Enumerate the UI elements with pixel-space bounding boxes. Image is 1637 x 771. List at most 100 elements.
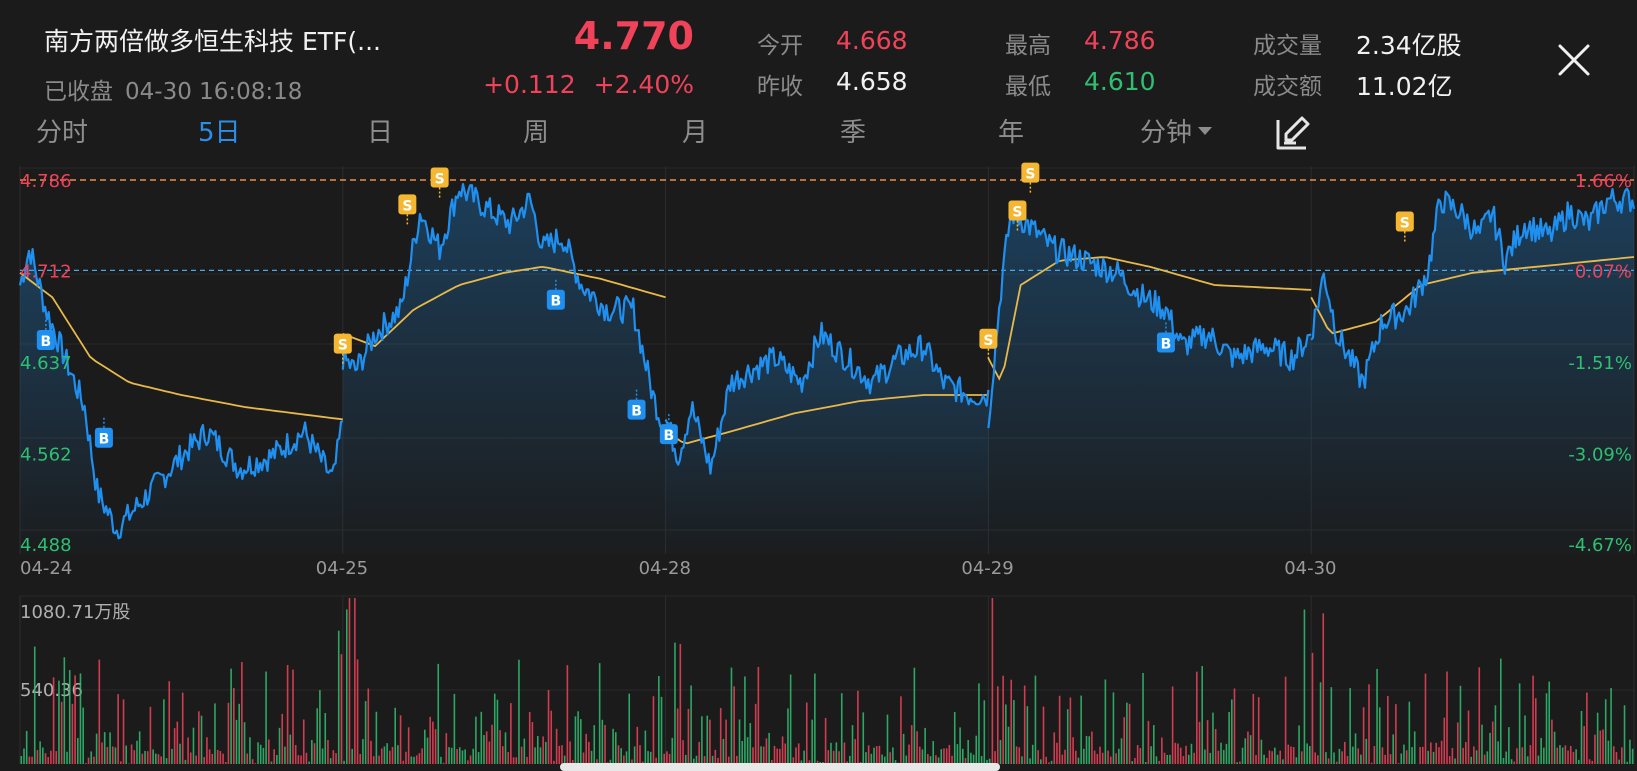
volume-bar bbox=[806, 703, 808, 764]
volume-bar bbox=[524, 739, 526, 764]
volume-bar bbox=[1164, 753, 1166, 764]
open-label: 今开 bbox=[757, 26, 803, 60]
volume-bar bbox=[80, 673, 82, 764]
draw-tool-button[interactable] bbox=[1272, 112, 1312, 154]
tab-intraday[interactable]: 分时 bbox=[36, 112, 88, 149]
volume-bar bbox=[1470, 757, 1472, 764]
tab-minute-dropdown[interactable]: 分钟 bbox=[1140, 112, 1212, 149]
volume-bar bbox=[225, 762, 227, 764]
volume-bar bbox=[1223, 750, 1225, 764]
volume-bar bbox=[1454, 759, 1456, 764]
volume-bar bbox=[1314, 752, 1316, 764]
volume-bar bbox=[55, 751, 57, 764]
volume-bar bbox=[1263, 755, 1265, 764]
volume-bar bbox=[674, 643, 676, 764]
volume-bar bbox=[1605, 699, 1607, 764]
volume-bar bbox=[499, 730, 501, 764]
volume-bar bbox=[1478, 667, 1480, 764]
volume-bar bbox=[747, 737, 749, 764]
volume-bar bbox=[220, 751, 222, 764]
volume-bar bbox=[437, 664, 439, 764]
volume-bar bbox=[1250, 735, 1252, 764]
volume-bar bbox=[763, 747, 765, 764]
volume-bar bbox=[1183, 756, 1185, 764]
volume-bar bbox=[720, 708, 722, 764]
volume-bar bbox=[31, 757, 33, 764]
date-axis-label: 04-25 bbox=[316, 558, 368, 579]
volume-bar bbox=[1374, 746, 1376, 764]
price-area-day bbox=[343, 184, 666, 554]
volume-bar bbox=[782, 736, 784, 764]
volume-bar bbox=[120, 761, 122, 764]
volume-bar bbox=[343, 761, 345, 764]
volume-bar bbox=[1632, 749, 1634, 764]
volume-bar bbox=[416, 755, 418, 764]
security-title: 南方两倍做多恒生科技 ETF(... bbox=[44, 22, 381, 58]
volume-bar bbox=[206, 737, 208, 764]
volume-bar bbox=[1371, 763, 1373, 764]
volume-bar bbox=[1487, 751, 1489, 764]
volume-bar bbox=[1131, 761, 1133, 764]
tab-quarter[interactable]: 季 bbox=[840, 112, 866, 149]
volume-bar bbox=[634, 746, 636, 764]
volume-bar bbox=[1032, 745, 1034, 764]
volume-bar bbox=[725, 720, 727, 764]
marker-label: S bbox=[435, 172, 445, 188]
tab-day[interactable]: 日 bbox=[367, 112, 393, 149]
tab-year[interactable]: 年 bbox=[998, 112, 1024, 149]
volume-bar bbox=[545, 742, 547, 764]
volume-value: 2.34亿股 bbox=[1356, 26, 1462, 62]
close-button[interactable] bbox=[1556, 42, 1592, 78]
volume-bar bbox=[1255, 755, 1257, 764]
volume-bar bbox=[914, 668, 916, 764]
volume-bar bbox=[688, 709, 690, 764]
volume-bar bbox=[774, 746, 776, 764]
volume-bar bbox=[892, 747, 894, 764]
volume-bar bbox=[521, 747, 523, 764]
volume-bar bbox=[962, 749, 964, 764]
volume-bar bbox=[497, 700, 499, 764]
volume-bar bbox=[214, 703, 216, 764]
volume-bar bbox=[1621, 747, 1623, 764]
volume-bar bbox=[64, 657, 66, 764]
volume-bar bbox=[585, 734, 587, 764]
volume-bar bbox=[1554, 732, 1556, 764]
volume-bar bbox=[1145, 762, 1147, 764]
volume-bar bbox=[1301, 751, 1303, 764]
volume-bar bbox=[1322, 613, 1324, 764]
volume-bar bbox=[1382, 747, 1384, 764]
volume-bar bbox=[61, 702, 63, 764]
volume-bar bbox=[298, 755, 300, 764]
volume-bar bbox=[90, 751, 92, 764]
volume-bar bbox=[1177, 744, 1179, 764]
tab-month[interactable]: 月 bbox=[682, 112, 708, 149]
tab-5day[interactable]: 5日 bbox=[198, 112, 241, 149]
volume-bar bbox=[378, 756, 380, 764]
marker-label: S bbox=[1025, 167, 1035, 183]
volume-bar bbox=[53, 677, 55, 764]
volume-label: 成交量 bbox=[1253, 26, 1322, 60]
volume-bar bbox=[456, 749, 458, 764]
volume-bar bbox=[1228, 712, 1230, 764]
change-percent: +2.40% bbox=[594, 70, 694, 99]
volume-bar bbox=[900, 696, 902, 764]
volume-bar bbox=[467, 760, 469, 764]
volume-bar bbox=[1573, 752, 1575, 764]
volume-bar bbox=[1586, 692, 1588, 764]
volume-bar bbox=[107, 747, 109, 764]
volume-bar bbox=[303, 719, 305, 764]
close-icon bbox=[1556, 42, 1592, 78]
percent-axis-label: -4.67% bbox=[1568, 535, 1632, 556]
volume-bar bbox=[1366, 739, 1368, 764]
tab-week[interactable]: 周 bbox=[523, 112, 549, 149]
change-value: +0.112 bbox=[483, 70, 576, 99]
volume-bar bbox=[1328, 758, 1330, 764]
volume-bar bbox=[1231, 700, 1233, 764]
volume-bar bbox=[671, 738, 673, 764]
volume-bar bbox=[1175, 743, 1177, 764]
volume-bar bbox=[368, 689, 370, 764]
volume-bar bbox=[1024, 686, 1026, 764]
marker-label: B bbox=[40, 334, 51, 350]
volume-bar bbox=[66, 752, 68, 764]
